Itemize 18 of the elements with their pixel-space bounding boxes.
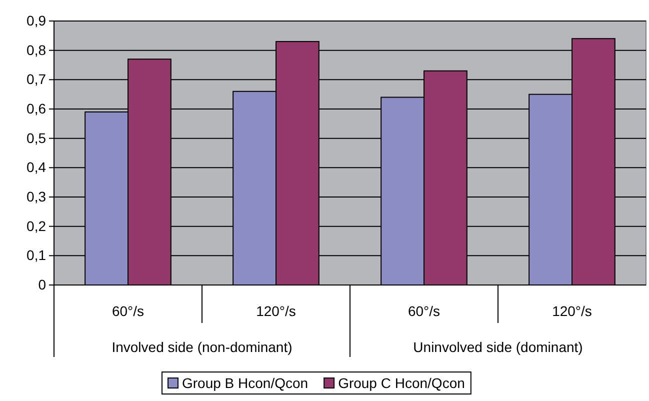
text: Involved side (non-dominant) [112, 339, 292, 355]
y-tick-label: 0,7 [26, 71, 46, 88]
x-tick-label: 120°/s [552, 303, 592, 319]
y-tick-label: 0,6 [26, 100, 46, 116]
x-tick-label: 120°/s [256, 303, 296, 319]
y-tick-label: 0,9 [26, 12, 46, 28]
x-tick-label: 60°/s [408, 303, 440, 319]
y-tick-label: 0,3 [26, 188, 46, 204]
text: Uninvolved side (dominant) [413, 339, 583, 355]
legend-label: Group B Hcon/Qcon [182, 375, 308, 391]
x-tick-label: 60°/s [112, 303, 144, 319]
y-tick-label: 0,4 [26, 159, 46, 176]
y-tick-label: 0,2 [26, 218, 46, 234]
y-tick-label: 0 [38, 276, 46, 292]
legend-label: Group C Hcon/Qcon [338, 375, 465, 391]
y-tick-label: 0,5 [26, 130, 46, 146]
y-tick-label: 0,1 [26, 247, 46, 264]
y-tick-label: 0,8 [26, 42, 46, 58]
